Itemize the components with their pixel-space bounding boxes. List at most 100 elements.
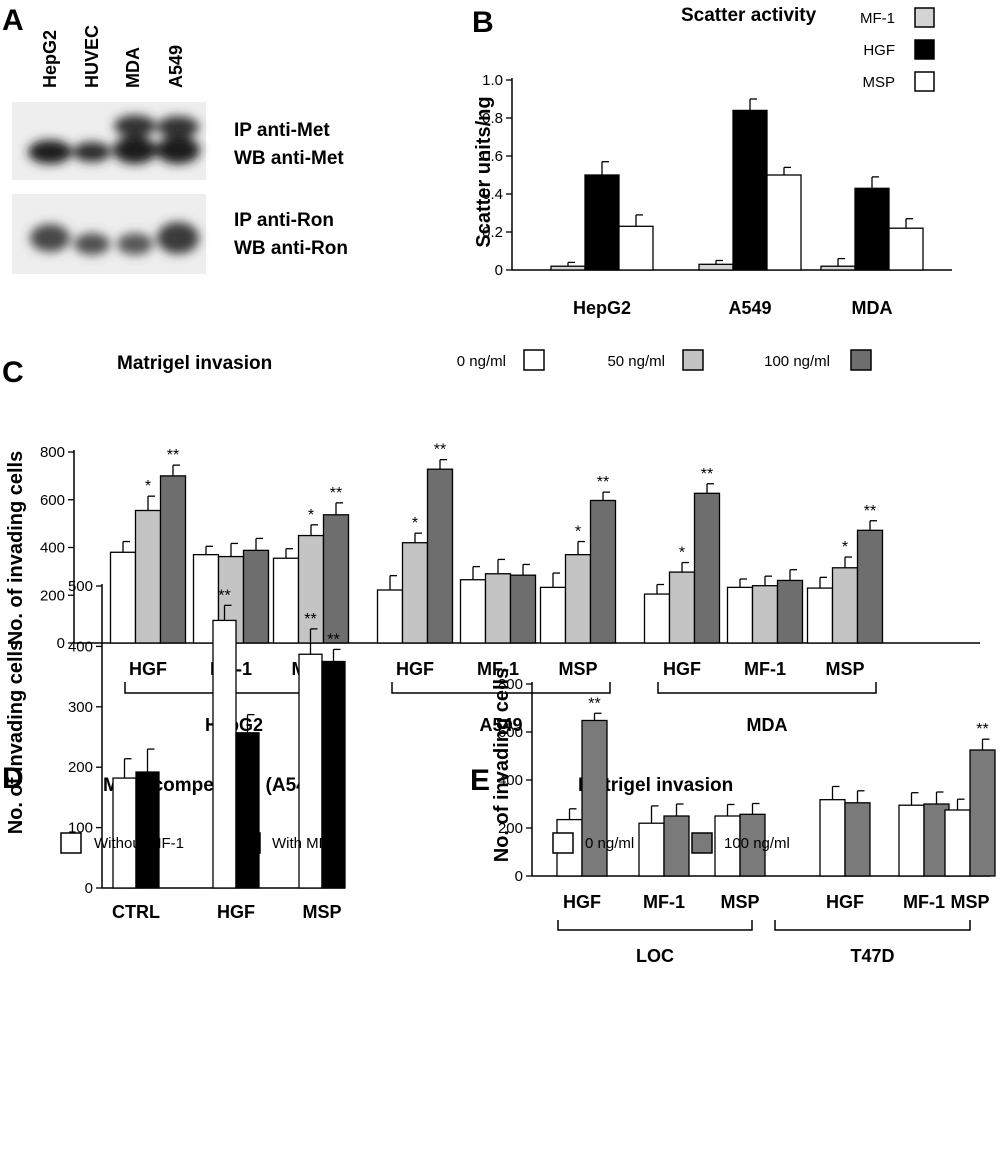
significance-marker: * <box>842 539 848 556</box>
group-label: LOC <box>636 946 674 966</box>
legend-swatch <box>914 7 935 28</box>
x-category-label: A549 <box>728 298 771 318</box>
panel-label-e: E <box>470 764 490 797</box>
bar <box>806 587 834 644</box>
bar <box>854 187 890 271</box>
legend-swatch <box>682 349 704 371</box>
blot-lane-label: A549 <box>166 45 186 88</box>
y-tick-label: 0 <box>85 880 93 897</box>
bar <box>643 593 671 644</box>
legend-label: HGF <box>863 42 895 59</box>
x-category-label: MSP <box>825 659 864 679</box>
group-bracket <box>774 920 971 931</box>
y-tick-label: 800 <box>40 444 65 461</box>
bar <box>831 567 859 644</box>
x-category-label: HepG2 <box>573 298 631 318</box>
legend-label: 50 ng/ml <box>607 353 665 370</box>
bar <box>484 573 512 644</box>
chart-title: Matrigel invasion <box>578 775 733 796</box>
legend-swatch <box>523 349 545 371</box>
significance-marker: ** <box>330 485 342 502</box>
y-axis-label: Scatter units/ng <box>473 96 495 247</box>
significance-marker: ** <box>327 631 339 648</box>
bar <box>714 815 741 877</box>
x-category-label: HGF <box>129 659 167 679</box>
blot-label-ip-ron: IP anti-Ron <box>234 210 334 231</box>
bar <box>539 586 567 644</box>
legend-label: 100 ng/ml <box>724 835 790 852</box>
bar <box>242 549 270 644</box>
y-tick-label: 800 <box>498 676 523 693</box>
blot-lane-label: HepG2 <box>40 30 60 88</box>
significance-marker: * <box>308 507 314 524</box>
bar <box>820 265 856 271</box>
bar <box>898 804 925 877</box>
group-label: MDA <box>747 715 788 735</box>
bar <box>726 586 754 644</box>
bar <box>212 619 237 889</box>
legend-label: 0 ng/ml <box>585 835 634 852</box>
chart-b-scatter-activity: Scatter activity Scatter units/ng0 0.2 0.4 0… <box>473 5 952 318</box>
bar <box>776 579 804 644</box>
y-tick-label: 400 <box>498 772 523 789</box>
significance-marker: * <box>145 478 151 495</box>
bar <box>459 579 487 644</box>
significance-marker: * <box>412 515 418 532</box>
y-tick-label: 200 <box>68 759 93 776</box>
y-tick-label: 200 <box>498 820 523 837</box>
panel-label-d: D <box>2 762 24 795</box>
panel-label-c: C <box>2 356 24 389</box>
y-tick-label: 300 <box>68 699 93 716</box>
x-category-label: MSP <box>302 902 341 922</box>
y-tick-label: 200 <box>40 587 65 604</box>
bar <box>550 265 586 271</box>
panel-label-b: B <box>472 6 494 39</box>
bar <box>401 542 429 644</box>
blot-label-wb-met: WB anti-Met <box>234 148 344 169</box>
bar <box>969 749 996 877</box>
y-tick-label: 400 <box>40 540 65 557</box>
bar <box>698 263 734 271</box>
significance-marker: * <box>575 524 581 541</box>
chart-c-matrigel-invasion: Matrigel invasion No. of invading cells 0 2… <box>5 349 980 735</box>
legend-label: With MF-1 <box>272 835 341 852</box>
x-category-label: MF-1 <box>643 892 685 912</box>
x-category-label: MSP <box>950 892 989 912</box>
x-category-label: HGF <box>217 902 255 922</box>
bar <box>159 475 187 644</box>
bar <box>584 174 620 271</box>
x-category-label: MSP <box>720 892 759 912</box>
bar <box>322 514 350 644</box>
legend-label: 0 ng/ml <box>457 353 506 370</box>
x-category-label: MSP <box>558 659 597 679</box>
x-category-label: CTRL <box>112 902 160 922</box>
x-category-label: HGF <box>826 892 864 912</box>
legend-swatch <box>60 832 82 854</box>
y-tick-label: 0 <box>515 868 523 885</box>
bar <box>321 660 346 889</box>
significance-marker: ** <box>597 474 609 491</box>
y-tick-label: 600 <box>40 492 65 509</box>
y-tick-label: 500 <box>68 578 93 595</box>
y-tick-label: 0.4 <box>482 186 503 203</box>
bar <box>668 571 696 644</box>
bar <box>509 574 537 644</box>
blot-lane-label: HUVEC <box>82 25 102 88</box>
chart-d-mf1-competition: MF-1 competition (A549)No. of invading c… <box>5 578 346 922</box>
significance-marker: ** <box>588 695 600 712</box>
legend-swatch <box>914 39 935 60</box>
significance-marker: ** <box>218 587 230 604</box>
group-bracket <box>391 682 611 694</box>
bar <box>272 557 300 644</box>
y-tick-label: 1.0 <box>482 72 503 89</box>
y-tick-label: 0.6 <box>482 148 503 165</box>
bar <box>819 799 846 877</box>
x-category-label: MF-1 <box>903 892 945 912</box>
x-category-label: HGF <box>563 892 601 912</box>
bar <box>581 719 608 877</box>
bar <box>564 554 592 644</box>
bar <box>134 509 162 644</box>
significance-marker: ** <box>167 447 179 464</box>
legend-label: 100 ng/ml <box>764 353 830 370</box>
